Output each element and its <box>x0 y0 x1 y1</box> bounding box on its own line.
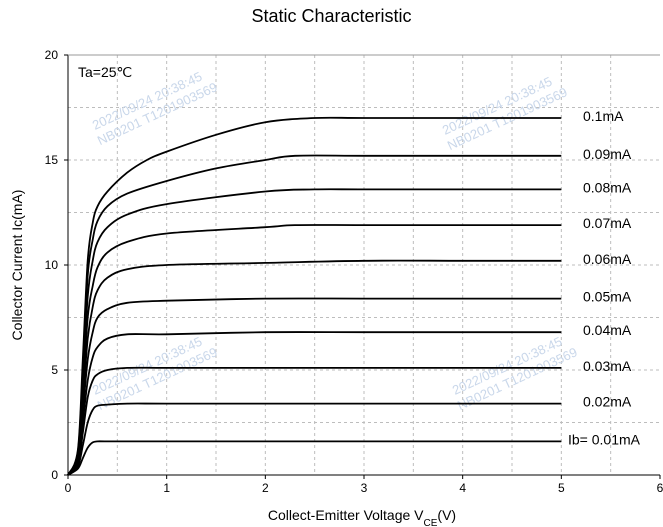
series-label: 0.04mA <box>583 322 632 338</box>
x-tick-label: 1 <box>163 481 170 495</box>
series-line <box>67 116 562 476</box>
series-label: 0.05mA <box>583 289 632 305</box>
series-line <box>67 440 562 476</box>
series-label: 0.07mA <box>583 215 632 231</box>
y-tick-label: 10 <box>45 258 59 272</box>
y-tick-label: 15 <box>45 153 59 167</box>
x-tick-label: 2 <box>262 481 269 495</box>
x-axis-label: Collect-Emitter Voltage VCE(V) <box>268 507 456 527</box>
series-label: 0.09mA <box>583 146 632 162</box>
y-axis-label: Collector Current Ic(mA) <box>9 190 25 341</box>
tick-labels: 0 1 2 3 4 5 6 0 5 10 15 20 <box>45 48 663 495</box>
series-label: 0.1mA <box>583 108 624 124</box>
series-label: 0.03mA <box>583 358 632 374</box>
x-tick-label: 5 <box>558 481 565 495</box>
x-tick-label: 3 <box>361 481 368 495</box>
series-line <box>67 331 562 476</box>
gridlines <box>68 55 660 475</box>
series-label: 0.02mA <box>583 394 632 410</box>
series-labels: Ib= 0.01mA 0.02mA 0.03mA 0.04mA 0.05mA 0.06mA… <box>568 108 641 447</box>
series-label: 0.06mA <box>583 251 632 267</box>
series-line <box>67 366 562 476</box>
x-tick-label: 4 <box>459 481 466 495</box>
y-tick-label: 0 <box>51 468 58 482</box>
chart-title: Static Characteristic <box>251 6 412 26</box>
temperature-annotation: Ta=25℃ <box>78 64 132 80</box>
x-tick-label: 0 <box>65 481 72 495</box>
series-lines <box>67 116 562 476</box>
series-label: 0.08mA <box>583 179 632 195</box>
x-tick-label: 6 <box>657 481 663 495</box>
series-label: Ib= 0.01mA <box>568 431 641 447</box>
series-line <box>67 402 562 476</box>
y-tick-label: 5 <box>51 363 58 377</box>
y-tick-label: 20 <box>45 48 59 62</box>
